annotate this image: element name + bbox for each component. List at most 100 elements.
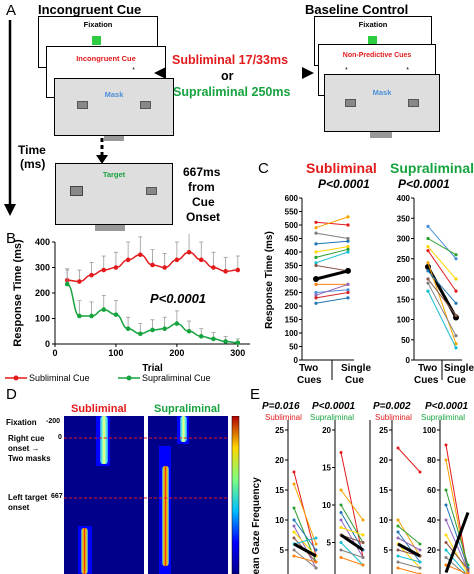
panel-c-chart: Response Time (ms) 0 50 100 150 200 250 300 350 4… — [264, 194, 462, 380]
c2-ytick-label: 50 — [401, 336, 410, 345]
b-point — [150, 262, 155, 268]
c1-point — [345, 267, 351, 274]
e-subject-line — [340, 549, 364, 558]
e-point — [339, 548, 343, 552]
b-ytick-label: 200 — [35, 288, 50, 298]
e-point — [418, 548, 422, 552]
b-point — [211, 336, 216, 342]
c1-point — [314, 250, 318, 254]
b-xtick-label: 100 — [108, 348, 123, 358]
e-subject-line — [445, 542, 469, 570]
c1-point — [314, 226, 318, 230]
c2-ytick-label: 200 — [397, 275, 411, 284]
b-point — [89, 313, 94, 319]
e-tick-label: 10 — [275, 516, 284, 525]
c1-point — [346, 296, 350, 300]
c1-point — [346, 282, 350, 286]
e-point — [444, 548, 448, 552]
b-point — [186, 249, 192, 255]
e-point — [314, 548, 318, 552]
e-point — [292, 536, 296, 540]
c1-point — [346, 223, 350, 227]
panel-e-letter: E — [250, 386, 261, 403]
c1-point — [314, 261, 318, 265]
panel-c-letter: C — [258, 160, 269, 177]
e-point — [314, 542, 318, 546]
c1-subject-line — [315, 248, 349, 258]
legend-subliminal-marker — [5, 375, 27, 381]
e-point — [444, 563, 448, 567]
e-subject-line — [397, 543, 421, 569]
e-point — [361, 556, 365, 559]
fixation-square — [92, 36, 101, 45]
target-monitor: Target — [55, 163, 173, 225]
cue-star-left: * — [345, 67, 348, 74]
c-xlabel-cues: Cues — [297, 375, 322, 386]
e-sup-1: Supraliminal — [310, 413, 355, 422]
e-subject-line — [397, 537, 421, 551]
e-sub-1: Subliminal — [265, 413, 302, 422]
baseline-monitor-stand — [370, 132, 392, 138]
e-point — [396, 560, 400, 564]
d-fixation-label: Fixation — [6, 418, 37, 427]
cue-star-right: * — [406, 67, 409, 74]
e-subject-line — [445, 504, 469, 569]
panel-c-subliminal: Subliminal — [306, 160, 377, 176]
dashed-arrow — [96, 138, 108, 164]
b-xlabel: Trial — [142, 363, 163, 374]
e-subject-line — [293, 519, 317, 551]
c2-point — [426, 249, 430, 253]
b-xtick-label: 0 — [52, 348, 57, 358]
e-tick-label: 20 — [322, 426, 331, 435]
c2-point — [454, 277, 458, 281]
e-point — [444, 556, 448, 559]
baseline-title: Baseline Control — [305, 2, 409, 17]
e-pvalue-1: P=0.016 — [262, 401, 300, 412]
e-mean-line — [444, 511, 470, 574]
b-point — [138, 331, 143, 337]
e-tick-label: 15 — [379, 486, 388, 495]
c1-subject-line — [315, 232, 349, 239]
e-subject-line — [340, 504, 364, 543]
time-arrow — [4, 20, 16, 216]
e-tick-label: 15 — [322, 464, 331, 473]
c1-subject-line — [315, 289, 349, 293]
b-point — [198, 257, 204, 263]
panel-e-chart: Mean Gaze Frequency 25 20 15 10 5 20 15 10 5 25 20 1… — [251, 420, 470, 574]
e-tick-label: 10 — [322, 501, 331, 510]
c1-point — [314, 282, 318, 286]
c2-point — [426, 245, 430, 249]
c2-ytick-label: 300 — [397, 235, 411, 244]
c2-ytick-label: 250 — [397, 255, 411, 264]
c2-ytick-label: 150 — [397, 295, 411, 304]
e-point — [396, 446, 400, 450]
e-point — [444, 518, 448, 522]
subliminal-timing: Subliminal 17/33ms — [172, 53, 289, 67]
b-point — [64, 281, 70, 287]
e-point — [361, 563, 365, 567]
b-point — [101, 307, 107, 312]
c1-subject-line — [315, 292, 349, 299]
e-point — [339, 541, 343, 544]
e-point — [396, 566, 400, 570]
c1-ytick-label: 500 — [285, 221, 299, 230]
c2-subject-line — [427, 226, 457, 260]
b-point — [89, 272, 94, 278]
b-point — [113, 312, 119, 317]
b-point — [162, 265, 167, 270]
e-point — [314, 566, 318, 570]
e-subject-line — [397, 561, 421, 569]
e-subject-line — [293, 555, 317, 563]
c1-point — [314, 290, 318, 295]
c1-ytick-label: 250 — [285, 289, 299, 298]
e-subject-line — [293, 537, 317, 545]
c2-subject-line — [427, 282, 457, 336]
e-subject-line — [340, 489, 364, 521]
c2-ytick-label: 400 — [397, 194, 411, 203]
c1-ytick-label: 50 — [289, 343, 298, 352]
c-ylabel: Response Time (ms) — [264, 231, 275, 329]
baseline-fixation-square — [368, 36, 377, 45]
e-subject-line — [445, 549, 468, 574]
e-point — [444, 503, 448, 507]
e-subject-line — [397, 531, 421, 563]
